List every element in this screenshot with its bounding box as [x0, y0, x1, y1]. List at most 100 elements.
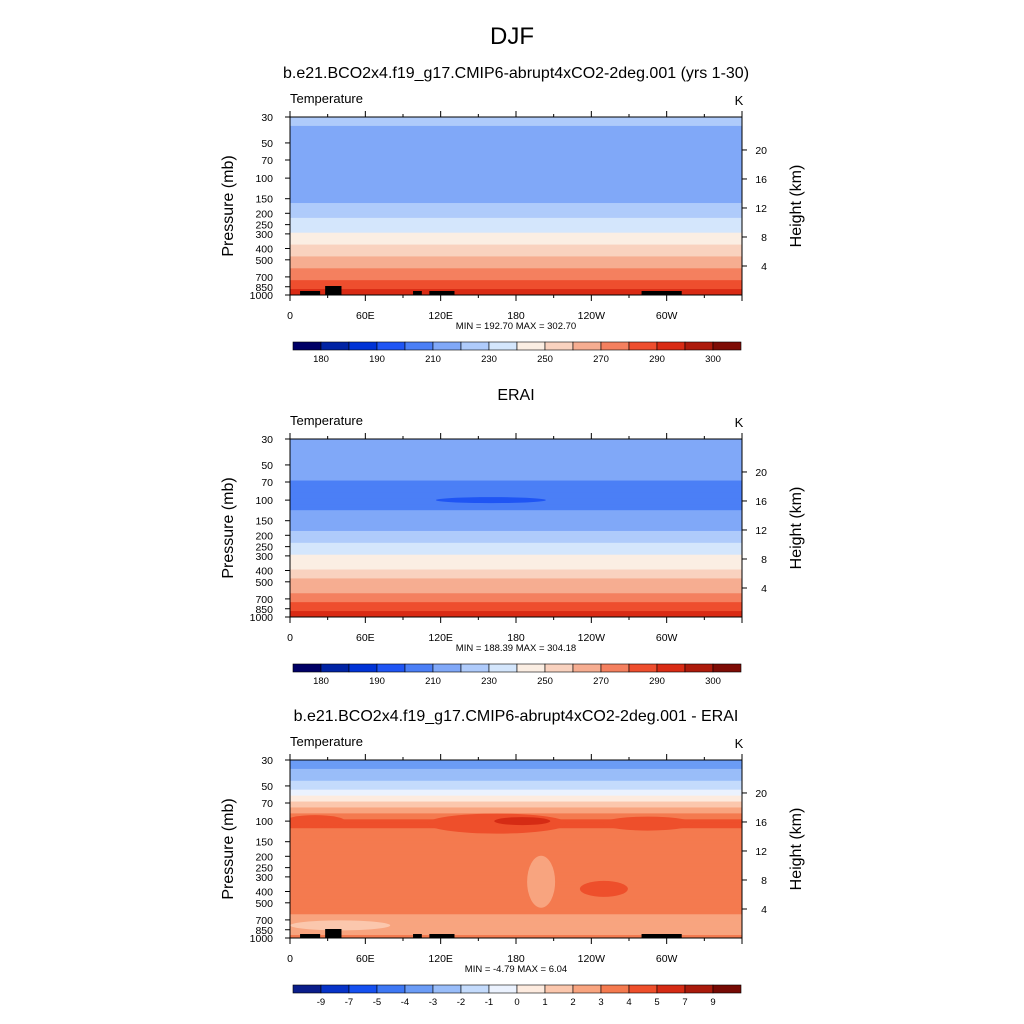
contour-band: [290, 843, 742, 847]
contour-band: [290, 887, 742, 892]
contour-band: [290, 908, 742, 912]
contour-band: [290, 795, 742, 800]
colorbar-swatch: [432, 341, 462, 351]
y-tick-label: 250: [255, 542, 273, 554]
contour-band: [290, 450, 742, 455]
contour-band: [290, 834, 742, 838]
contour-band: [290, 548, 742, 553]
contour-band: [290, 492, 742, 496]
contour-band: [290, 465, 742, 470]
contour-band: [290, 146, 742, 151]
contour-band: [290, 789, 742, 794]
contour-band: [290, 477, 742, 482]
contour-band: [290, 280, 742, 284]
contour-band: [290, 528, 742, 532]
colorbar-label: 300: [705, 354, 721, 365]
units-label: K: [735, 415, 744, 430]
contour-band: [290, 125, 742, 130]
colorbar-swatch: [348, 341, 378, 351]
colorbar-label: 0: [514, 997, 519, 1008]
colorbar-swatch: [320, 341, 350, 351]
x-tick-label: 180: [507, 310, 525, 322]
variable-label: Temperature: [290, 734, 363, 749]
y-tick-label: 100: [255, 495, 273, 507]
colorbar-swatch: [600, 984, 630, 994]
y-tick-label: 700: [255, 915, 273, 927]
y-right-tick-label: 8: [761, 875, 767, 887]
x-tick-label: 60W: [656, 953, 678, 965]
y-right-tick-label: 20: [755, 145, 767, 157]
units-label: K: [735, 93, 744, 108]
contour-band: [290, 866, 742, 871]
contour-band: [290, 846, 742, 850]
colorbar-swatch: [320, 984, 350, 994]
contour-band: [290, 274, 742, 278]
contour-band: [290, 878, 742, 883]
contour-band: [290, 599, 742, 603]
contour-band: [290, 798, 742, 803]
contour-band: [290, 489, 742, 493]
colorbar-swatch: [684, 341, 714, 351]
contour-band: [290, 232, 742, 237]
colorbar-label: -9: [317, 997, 325, 1008]
contour-band: [290, 801, 742, 806]
colorbar-label: -7: [345, 997, 353, 1008]
contour-band: [290, 557, 742, 562]
contour-band: [290, 238, 742, 243]
y-tick-label: 100: [255, 816, 273, 828]
panel-title: b.e21.BCO2x4.f19_g17.CMIP6-abrupt4xCO2-2…: [283, 65, 749, 82]
y-right-tick-label: 16: [755, 496, 767, 508]
y-right-tick-label: 12: [755, 525, 767, 537]
contour-band: [290, 510, 742, 514]
colorbar-swatch: [292, 341, 322, 351]
colorbar-label: 180: [313, 676, 329, 687]
colorbar: 180 190 210 230 250 270 290 300: [292, 341, 742, 365]
contour-band: [290, 164, 742, 169]
y-tick-label: 150: [255, 194, 273, 206]
contour-band: [290, 902, 742, 906]
colorbar-label: 300: [705, 676, 721, 687]
contour-band: [290, 587, 742, 591]
topography: [325, 934, 342, 938]
y-right-tick-label: 16: [755, 817, 767, 829]
colorbar-label: 190: [369, 676, 385, 687]
colorbar-swatch: [544, 663, 574, 673]
y-right-tick-label: 20: [755, 467, 767, 479]
y-tick-label: 1000: [250, 612, 274, 624]
colorbar-label: 5: [654, 997, 659, 1008]
contour-band: [290, 536, 742, 541]
colorbar-swatch: [376, 663, 406, 673]
y-tick-label: 1000: [250, 290, 274, 302]
x-tick-label: 120E: [428, 953, 453, 965]
y-tick-label: 200: [255, 530, 273, 542]
colorbar-label: 230: [481, 676, 497, 687]
y-axis-label: Pressure (mb): [220, 477, 237, 578]
contour-band: [290, 134, 742, 139]
units-label: K: [735, 736, 744, 751]
contour-band: [290, 519, 742, 523]
y-tick-label: 150: [255, 516, 273, 528]
contour-band: [290, 259, 742, 263]
x-tick-label: 0: [287, 632, 293, 644]
contour-band: [290, 226, 742, 231]
contour-band: [290, 608, 742, 612]
y-tick-label: 200: [255, 851, 273, 863]
warm-anomaly: [290, 815, 346, 828]
contour-band: [290, 768, 742, 773]
topography: [429, 291, 455, 295]
panel-title: b.e21.BCO2x4.f19_g17.CMIP6-abrupt4xCO2-2…: [294, 708, 739, 725]
contour-band: [290, 563, 742, 568]
contour-band: [290, 191, 742, 195]
contour-band: [290, 863, 742, 868]
contour-band: [290, 542, 742, 547]
contour-band: [290, 926, 742, 930]
contour-band: [290, 289, 742, 293]
warm-anomaly: [427, 813, 568, 834]
colorbar-swatch: [712, 341, 742, 351]
x-tick-label: 60W: [656, 310, 678, 322]
colorbar-label: -1: [485, 997, 493, 1008]
contour-band: [290, 590, 742, 594]
contour-band: [290, 247, 742, 252]
x-tick-label: 60W: [656, 632, 678, 644]
y-axis-label: Pressure (mb): [220, 798, 237, 899]
